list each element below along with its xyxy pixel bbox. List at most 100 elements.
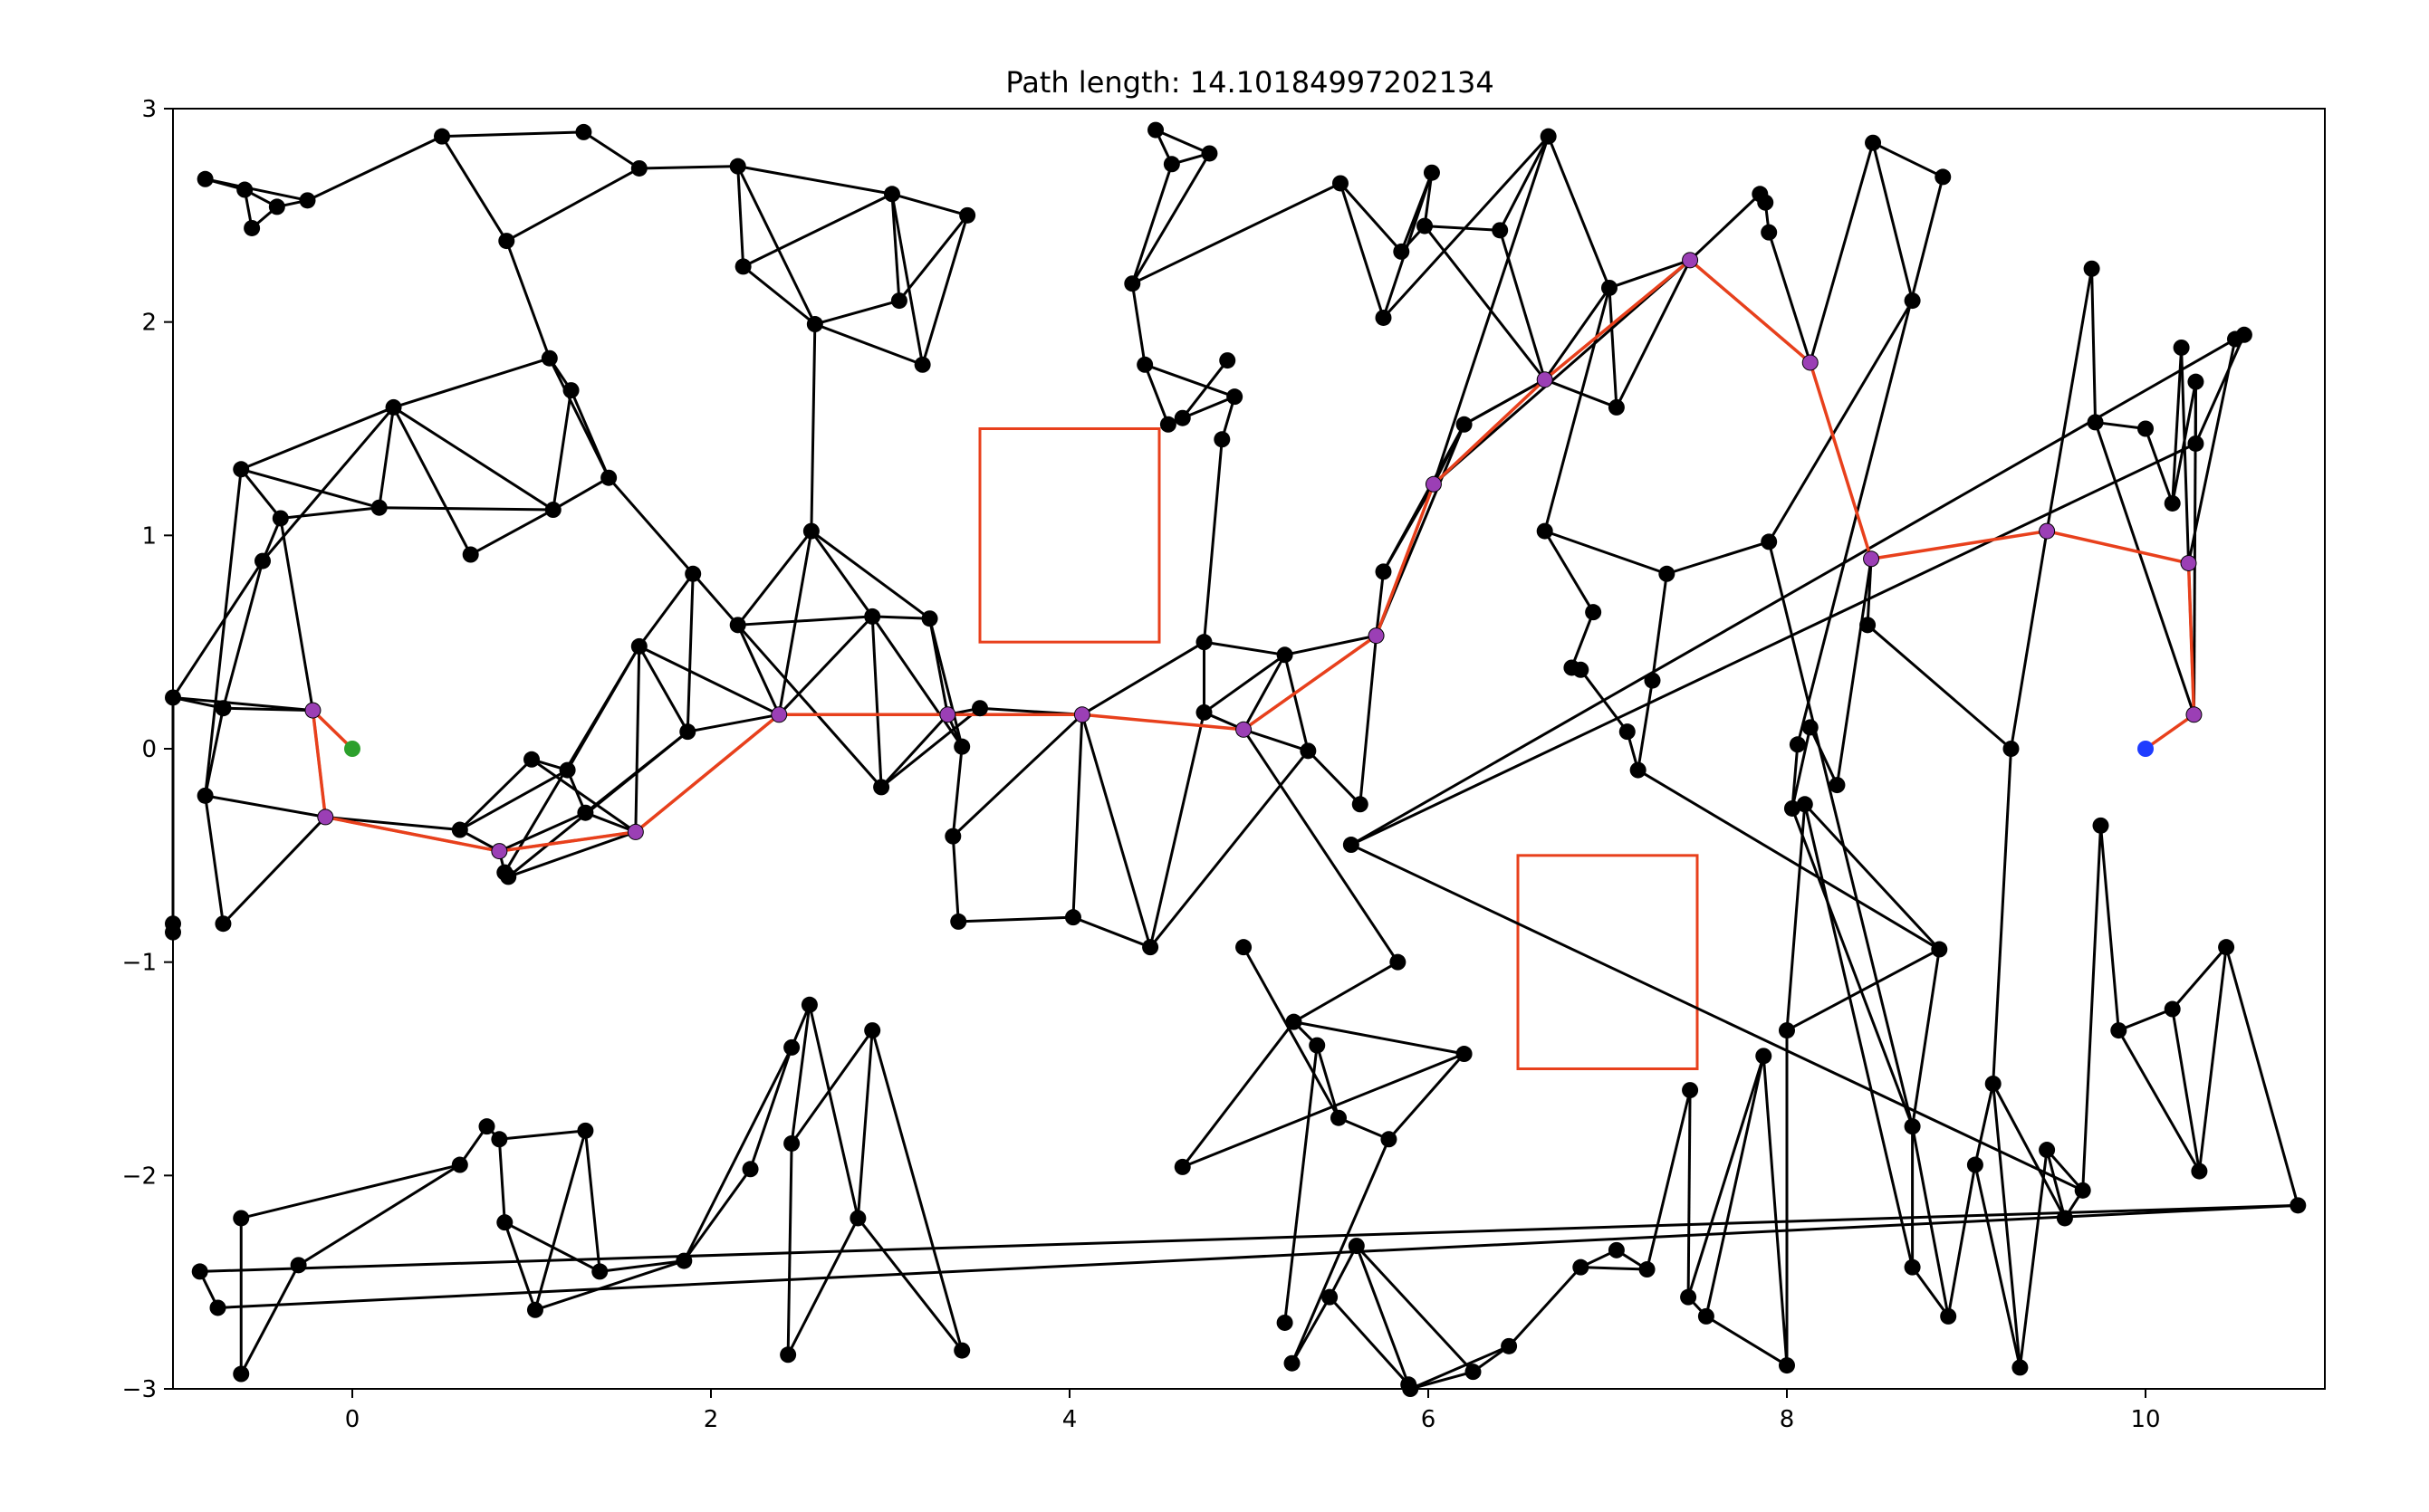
graph-node — [1226, 388, 1243, 406]
graph-node — [676, 1252, 693, 1269]
graph-edge — [1973, 1164, 2021, 1368]
graph-node — [1904, 1118, 1921, 1135]
graph-edge — [1686, 1055, 1765, 1298]
graph-node — [215, 700, 232, 717]
graph-node — [1464, 1364, 1482, 1381]
graph-node — [783, 1134, 801, 1152]
graph-edge — [379, 506, 553, 512]
graph-node — [1163, 156, 1180, 173]
graph-node — [1638, 1261, 1656, 1278]
chart-title: Path length: 14.10184997202134 — [1005, 65, 1493, 100]
graph-edge — [890, 194, 925, 366]
graph-node — [1375, 309, 1392, 326]
graph-edge — [870, 616, 883, 788]
graph-node — [1931, 941, 1948, 958]
graph-edge — [504, 1220, 600, 1273]
graph-edge — [1498, 229, 1547, 380]
graph-edge — [1081, 640, 1205, 716]
graph-node — [1283, 1354, 1301, 1372]
graph-node — [1416, 217, 1434, 234]
graph-node — [2137, 420, 2154, 437]
graph-edge — [736, 165, 817, 325]
graph-edge — [786, 1143, 793, 1355]
graph-node — [1755, 1048, 1772, 1065]
graph-edge — [683, 1168, 752, 1262]
graph-edge — [392, 406, 554, 512]
graph-node — [1501, 1337, 1518, 1354]
graph-edge — [1646, 1089, 1692, 1270]
graph-edge — [870, 616, 964, 748]
y-tick-label: 0 — [141, 736, 157, 763]
graph-node — [1682, 1082, 1699, 1099]
graph-node — [1342, 837, 1359, 854]
path-node — [1074, 707, 1090, 723]
graph-edge — [199, 1203, 2299, 1273]
graph-edge — [498, 811, 587, 853]
y-tick-label: −1 — [122, 950, 157, 977]
graph-edge — [1767, 541, 1915, 1127]
graph-edge — [608, 476, 695, 575]
graph-node — [2164, 1000, 2181, 1018]
path-node — [1683, 253, 1698, 268]
graph-edge — [1243, 728, 1309, 752]
path-node — [940, 707, 955, 723]
graph-edge — [958, 915, 1074, 923]
graph-edge — [378, 407, 396, 508]
graph-node — [1796, 796, 1813, 813]
graph-edge — [1785, 804, 1807, 1031]
graph-node — [2083, 260, 2100, 277]
graph-edge — [504, 646, 641, 874]
graph-edge — [2117, 1008, 2174, 1032]
graph-edge — [778, 615, 874, 716]
graph-node — [2290, 1197, 2307, 1214]
graph-node — [864, 608, 881, 625]
graph-node — [370, 499, 388, 516]
x-tick-label: 10 — [2130, 1406, 2160, 1433]
shortest-path — [311, 258, 2196, 853]
y-tick-label: 1 — [141, 522, 157, 550]
graph-edge — [505, 167, 640, 243]
graph-node — [2092, 817, 2109, 834]
graph-node — [780, 1346, 797, 1364]
graph-edge — [2094, 421, 2195, 715]
graph-edge — [440, 135, 508, 242]
graph-edge — [223, 706, 313, 713]
graph-node — [1389, 953, 1407, 971]
graph-edge — [171, 560, 264, 699]
path-node — [1537, 372, 1552, 388]
graph-edge — [2045, 1149, 2067, 1219]
graph-edge — [2144, 427, 2175, 504]
graph-node — [1285, 1013, 1302, 1030]
graph-edge — [1339, 182, 1403, 253]
graph-node — [1064, 909, 1081, 926]
graph-edge — [240, 468, 282, 520]
graph-edge — [880, 707, 981, 789]
graph-edge — [1762, 1056, 1789, 1366]
graph-edge — [1796, 177, 1944, 745]
graph-edge — [1809, 726, 1839, 786]
graph-node — [1321, 1288, 1339, 1306]
graph-node — [491, 1131, 508, 1148]
graph-edge — [1307, 750, 1361, 806]
graph-edge — [1359, 635, 1378, 805]
graph-edge — [2099, 825, 2120, 1031]
graph-edge — [1292, 961, 1399, 1023]
graph-edge — [2180, 347, 2191, 564]
y-tick-label: −2 — [122, 1163, 157, 1190]
graph-edge — [2095, 420, 2146, 430]
graph-node — [215, 915, 232, 933]
graph-edge — [1704, 1056, 1765, 1317]
graph-node — [1276, 646, 1293, 664]
graph-edge — [240, 406, 395, 471]
graph-edge — [499, 1129, 586, 1141]
graph-node — [1455, 416, 1473, 433]
graph-node — [1761, 224, 1778, 241]
x-tick-label: 2 — [704, 1406, 719, 1433]
graph-node — [434, 128, 450, 145]
graph-edge — [1350, 843, 2084, 1192]
graph-node — [451, 1156, 468, 1173]
graph-node — [272, 510, 289, 527]
graph-node — [1789, 736, 1806, 753]
graph-edge — [810, 323, 817, 531]
graph-node — [1174, 409, 1191, 426]
